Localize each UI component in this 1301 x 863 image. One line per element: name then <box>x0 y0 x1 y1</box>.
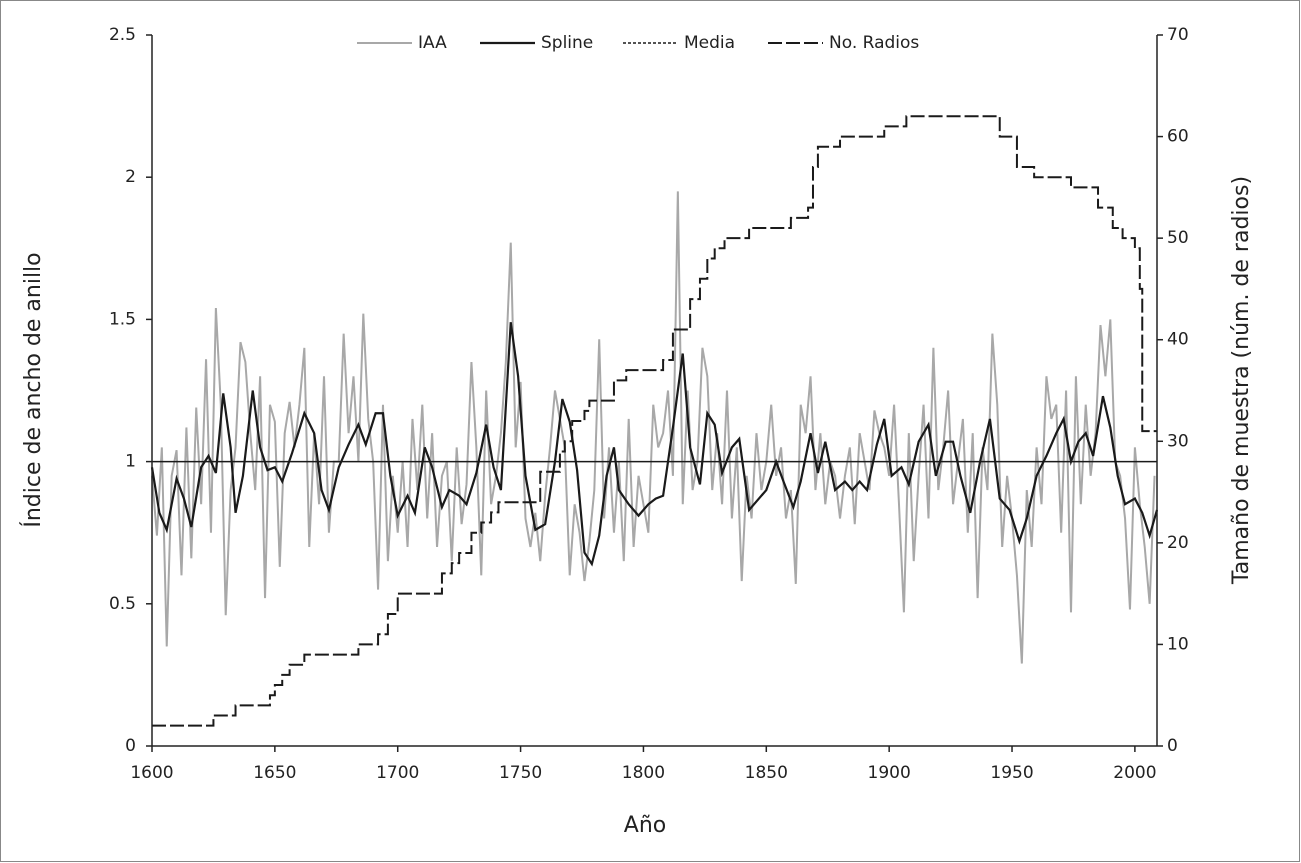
legend-label: Spline <box>541 33 593 53</box>
y-tick-label: 2.5 <box>109 25 136 45</box>
legend-label: Media <box>684 33 735 53</box>
y2-axis-title: Tamaño de muestra (núm. de radios) <box>1229 176 1254 585</box>
x-tick-label: 1750 <box>499 763 542 783</box>
y2-tick-label: 40 <box>1167 330 1189 350</box>
y2-tick-label: 70 <box>1167 25 1189 45</box>
y2-tick-label: 60 <box>1167 127 1189 147</box>
x-tick-label: 2000 <box>1113 763 1156 783</box>
legend-label: No. Radios <box>829 33 919 53</box>
y-tick-label: 0 <box>125 736 136 756</box>
y2-tick-label: 0 <box>1167 736 1178 756</box>
y2-tick-label: 20 <box>1167 533 1189 553</box>
x-tick-label: 1900 <box>868 763 911 783</box>
legend-label: IAA <box>418 33 447 53</box>
y-tick-label: 1 <box>125 452 136 472</box>
x-tick-label: 1950 <box>990 763 1033 783</box>
series-line <box>151 191 1156 664</box>
y2-tick-label: 10 <box>1167 634 1189 654</box>
y-tick-label: 2 <box>125 167 136 187</box>
y-axis-title: Índice de ancho de anillo <box>20 252 46 527</box>
x-tick-label: 1650 <box>253 763 296 783</box>
y2-tick-label: 30 <box>1167 431 1189 451</box>
series-line <box>150 322 1159 567</box>
y-tick-label: 1.5 <box>109 309 136 329</box>
y-tick-label: 0.5 <box>109 594 136 614</box>
x-tick-label: 1800 <box>622 763 665 783</box>
series-line <box>152 115 1157 727</box>
y2-tick-label: 50 <box>1167 228 1189 248</box>
x-tick-label: 1700 <box>376 763 419 783</box>
x-axis-title: Año <box>624 813 666 838</box>
x-tick-label: 1600 <box>130 763 173 783</box>
x-tick-label: 1850 <box>745 763 788 783</box>
